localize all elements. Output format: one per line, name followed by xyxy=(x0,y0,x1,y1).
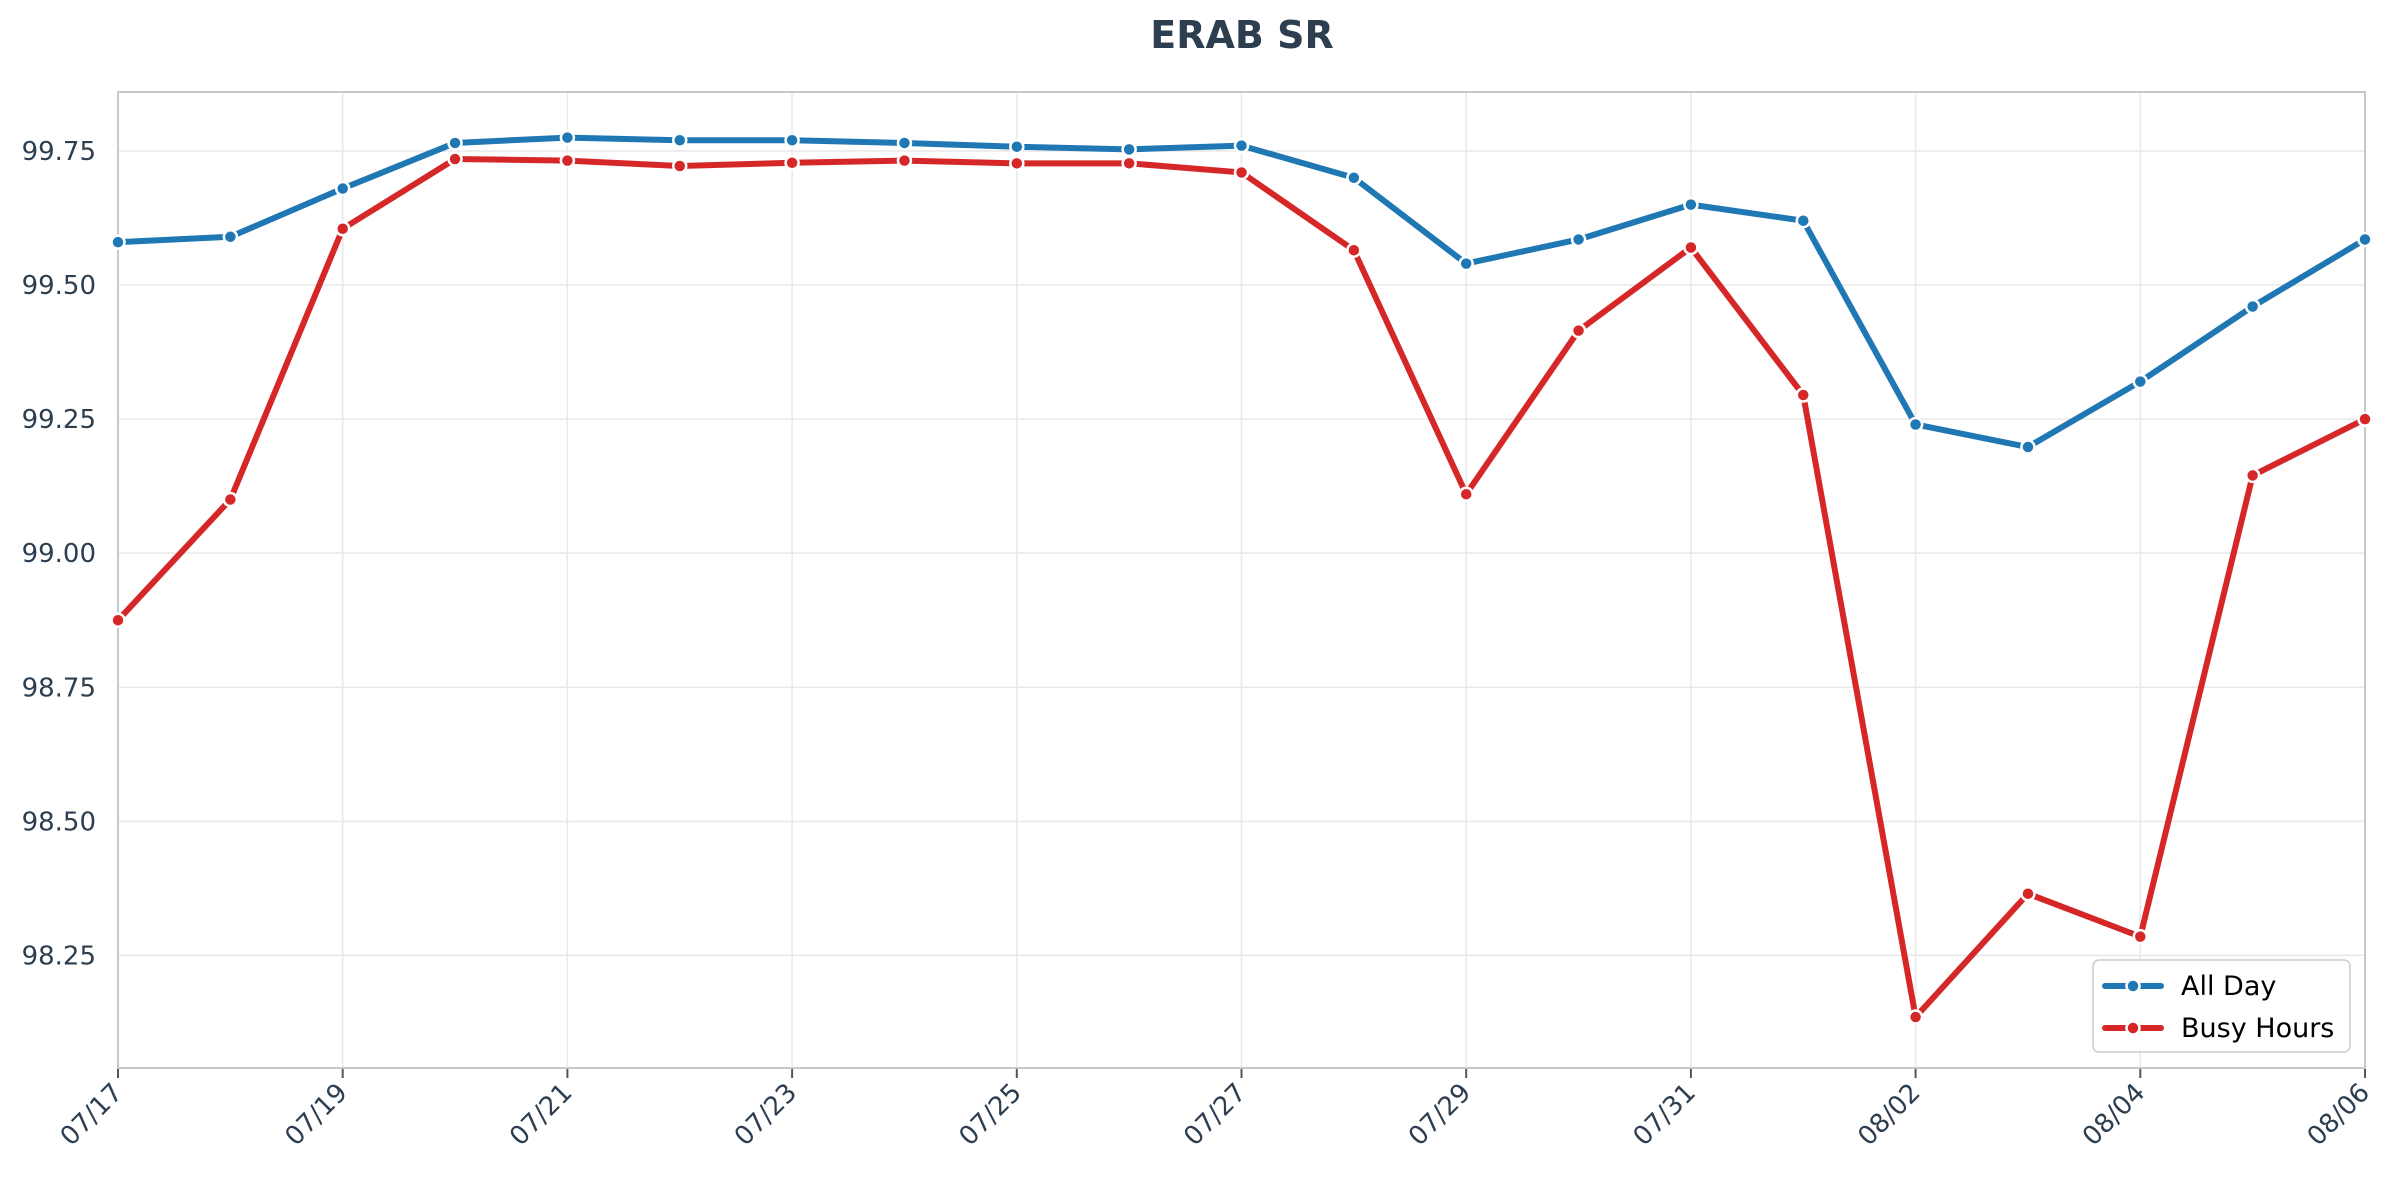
data-point xyxy=(2244,298,2261,315)
data-point xyxy=(1570,231,1587,248)
series-all-day xyxy=(110,129,2373,455)
x-tick-label: 07/21 xyxy=(504,1078,578,1152)
y-tick-label: 99.00 xyxy=(22,539,96,569)
data-point xyxy=(1233,164,1250,181)
data-point xyxy=(784,132,800,149)
data-point xyxy=(1346,170,1362,186)
data-point xyxy=(222,491,239,508)
data-point xyxy=(784,155,800,171)
x-tick-label: 08/06 xyxy=(2302,1078,2376,1152)
data-point xyxy=(1346,242,1362,258)
data-point xyxy=(1795,387,1811,403)
x-tick-label: 08/04 xyxy=(2077,1078,2151,1152)
y-tick-label: 99.50 xyxy=(22,271,96,301)
data-point xyxy=(1570,322,1587,339)
data-point xyxy=(1458,255,1474,272)
y-tick-label: 99.75 xyxy=(22,137,96,167)
data-point xyxy=(1121,155,1137,172)
data-point xyxy=(1009,155,1025,172)
gridlines xyxy=(117,92,2366,1068)
legend-item: All Day xyxy=(2102,971,2276,1002)
data-point xyxy=(110,234,126,250)
x-tick-label: 07/19 xyxy=(279,1078,353,1152)
data-point xyxy=(672,132,688,149)
y-tick-label: 98.50 xyxy=(22,807,96,837)
data-point xyxy=(2132,928,2149,945)
data-point xyxy=(1233,137,1250,154)
data-point xyxy=(896,135,913,151)
data-point xyxy=(2132,373,2149,390)
data-point xyxy=(2244,467,2261,484)
data-point xyxy=(1795,212,1811,229)
legend-item: Busy Hours xyxy=(2102,1013,2334,1044)
x-tick-label: 07/27 xyxy=(1178,1078,1252,1152)
plot-frame xyxy=(117,91,2366,1069)
series-lines xyxy=(110,129,2373,1025)
data-point xyxy=(559,152,576,169)
data-point xyxy=(110,612,126,628)
y-tick-label: 98.75 xyxy=(22,673,96,703)
legend-marker xyxy=(2125,978,2141,994)
x-tick-label: 07/25 xyxy=(954,1078,1028,1152)
x-tick-label: 07/31 xyxy=(1628,1078,1702,1152)
data-point xyxy=(1458,486,1474,502)
legend: All Day Busy Hours xyxy=(2092,959,2351,1053)
data-point xyxy=(222,229,239,245)
legend-label: All Day xyxy=(2181,971,2276,1002)
data-point xyxy=(2357,231,2373,248)
data-point xyxy=(447,151,463,167)
data-point xyxy=(2020,439,2036,455)
data-point xyxy=(2020,885,2036,902)
series-busy-hours xyxy=(110,151,2373,1025)
x-tick-label: 07/17 xyxy=(55,1078,129,1152)
data-point xyxy=(559,129,576,146)
legend-label: Busy Hours xyxy=(2181,1013,2334,1044)
data-point xyxy=(896,152,913,169)
data-point xyxy=(672,158,688,174)
data-point xyxy=(1121,141,1137,158)
data-point xyxy=(1907,416,1924,433)
axes xyxy=(117,91,2366,1078)
y-tick-label: 99.25 xyxy=(22,405,96,435)
data-point xyxy=(2357,411,2373,427)
data-point xyxy=(1683,196,1699,213)
chart-title: ERAB SR xyxy=(1150,13,1333,57)
y-tick-label: 98.25 xyxy=(22,941,96,971)
legend-marker xyxy=(2125,1020,2141,1036)
data-point xyxy=(1683,239,1699,256)
data-point xyxy=(334,220,351,237)
data-point xyxy=(1907,1009,1924,1025)
data-point xyxy=(447,135,463,151)
data-point xyxy=(334,180,351,197)
x-tick-label: 08/02 xyxy=(1852,1078,1926,1152)
x-tick-label: 07/23 xyxy=(729,1078,803,1152)
tick-labels: 07/17 07/19 07/21 07/23 07/25 07/27 07/29 07/31… xyxy=(22,137,2376,1152)
x-tick-label: 07/29 xyxy=(1403,1078,1477,1152)
data-point xyxy=(1009,138,1025,155)
